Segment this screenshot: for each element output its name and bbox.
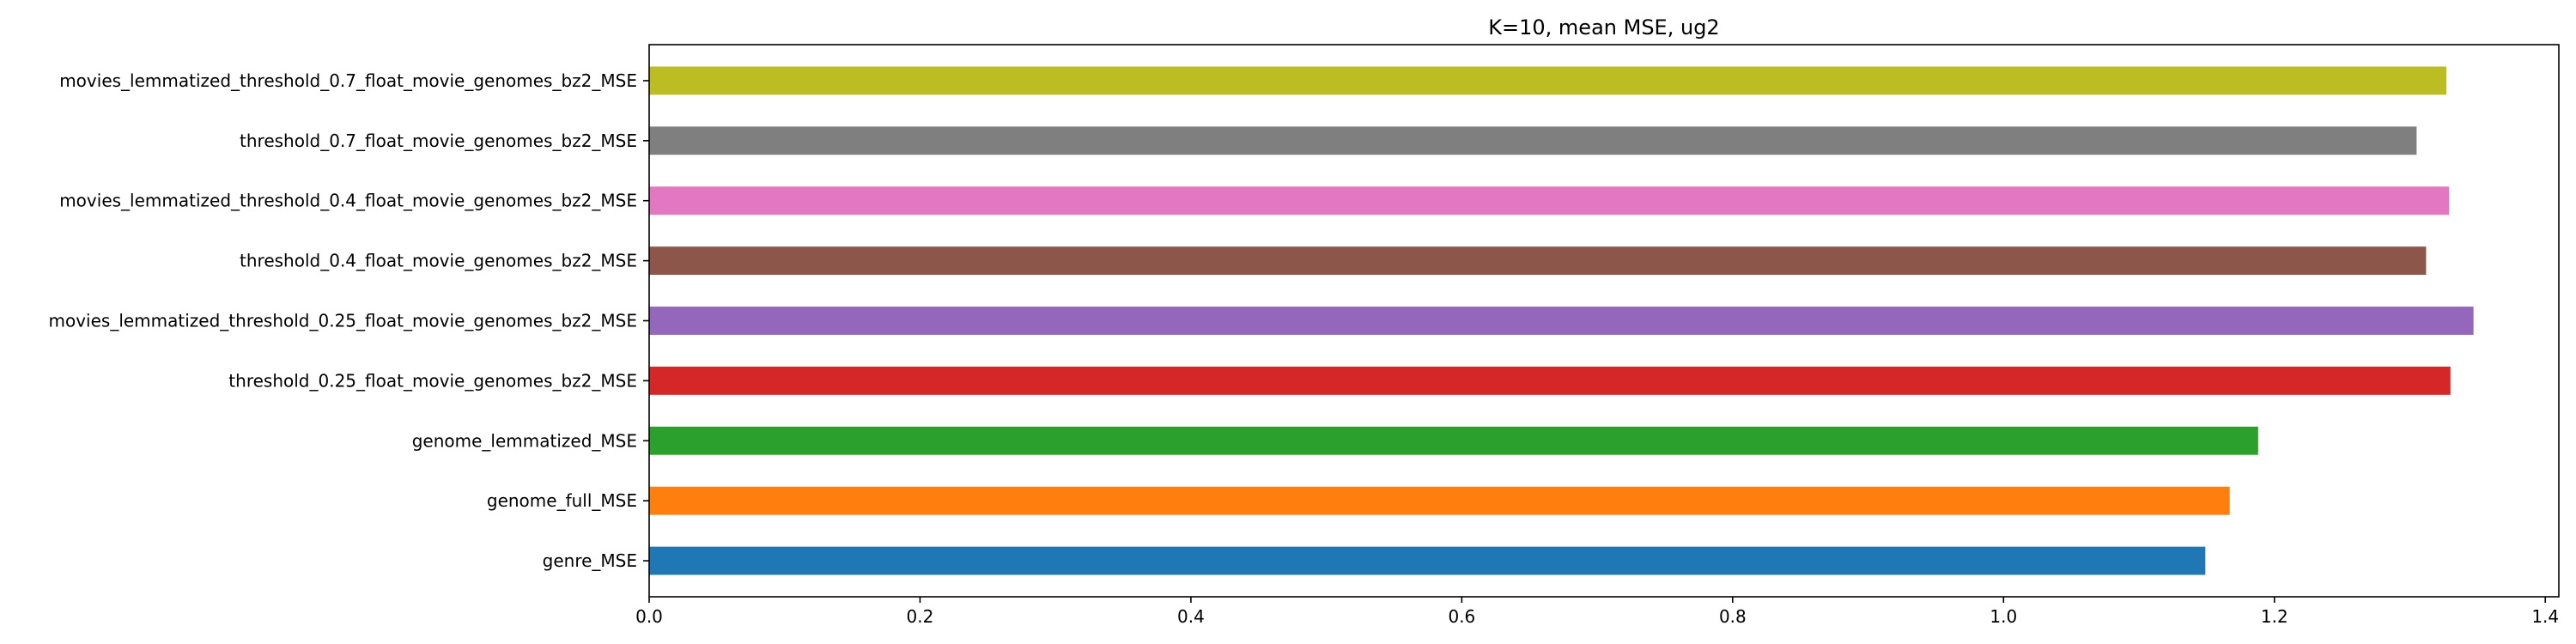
category-label: movies_lemmatized_threshold_0.25_float_m… <box>48 311 637 331</box>
category-label: genre_MSE <box>543 550 637 571</box>
x-tick-label: 0.4 <box>1177 606 1205 627</box>
bar-threshold_0.7_float_movie_genomes_bz2_MSE <box>649 126 2417 155</box>
x-tick-label: 0.8 <box>1719 606 1747 627</box>
plot-frame <box>648 44 2560 598</box>
category-label: threshold_0.7_float_movie_genomes_bz2_MS… <box>240 131 637 151</box>
category-label: movies_lemmatized_threshold_0.4_float_mo… <box>59 191 637 211</box>
category-label: threshold_0.4_float_movie_genomes_bz2_MS… <box>240 251 637 271</box>
category-label: movies_lemmatized_threshold_0.7_float_mo… <box>59 70 637 91</box>
bar-genre_MSE <box>649 546 2206 575</box>
x-tick-label: 0.0 <box>635 606 663 627</box>
category-labels: genre_MSE genome_full_MSE genome_lemmatize… <box>48 70 649 571</box>
x-axis: 0.0 0.2 0.4 0.6 0.8 1.0 1.2 1.4 <box>635 597 2559 627</box>
bar-threshold_0.25_float_movie_genomes_bz2_MSE <box>649 366 2451 395</box>
x-tick-label: 0.6 <box>1448 606 1475 627</box>
category-label: threshold_0.25_float_movie_genomes_bz2_M… <box>228 370 637 391</box>
chart-title: K=10, mean MSE, ug2 <box>1488 15 1719 39</box>
bar-movies_lemmatized_threshold_0.7_float_movie_genomes_bz2_MSE <box>649 66 2447 95</box>
bar-movies_lemmatized_threshold_0.25_float_movie_genomes_bz2_MSE <box>649 307 2474 335</box>
x-tick-label: 1.4 <box>2531 606 2559 627</box>
bar-movies_lemmatized_threshold_0.4_float_movie_genomes_bz2_MSE <box>649 186 2450 216</box>
bars-group <box>649 66 2474 575</box>
x-tick-label: 0.2 <box>907 606 934 627</box>
x-tick-label: 1.0 <box>1990 606 2017 627</box>
category-label: genome_lemmatized_MSE <box>412 430 637 451</box>
category-label: genome_full_MSE <box>487 490 637 511</box>
x-tick-label: 1.2 <box>2261 606 2288 627</box>
bar-genome_lemmatized_MSE <box>649 426 2258 455</box>
bar-threshold_0.4_float_movie_genomes_bz2_MSE <box>649 246 2427 276</box>
bar-genome_full_MSE <box>649 486 2230 515</box>
